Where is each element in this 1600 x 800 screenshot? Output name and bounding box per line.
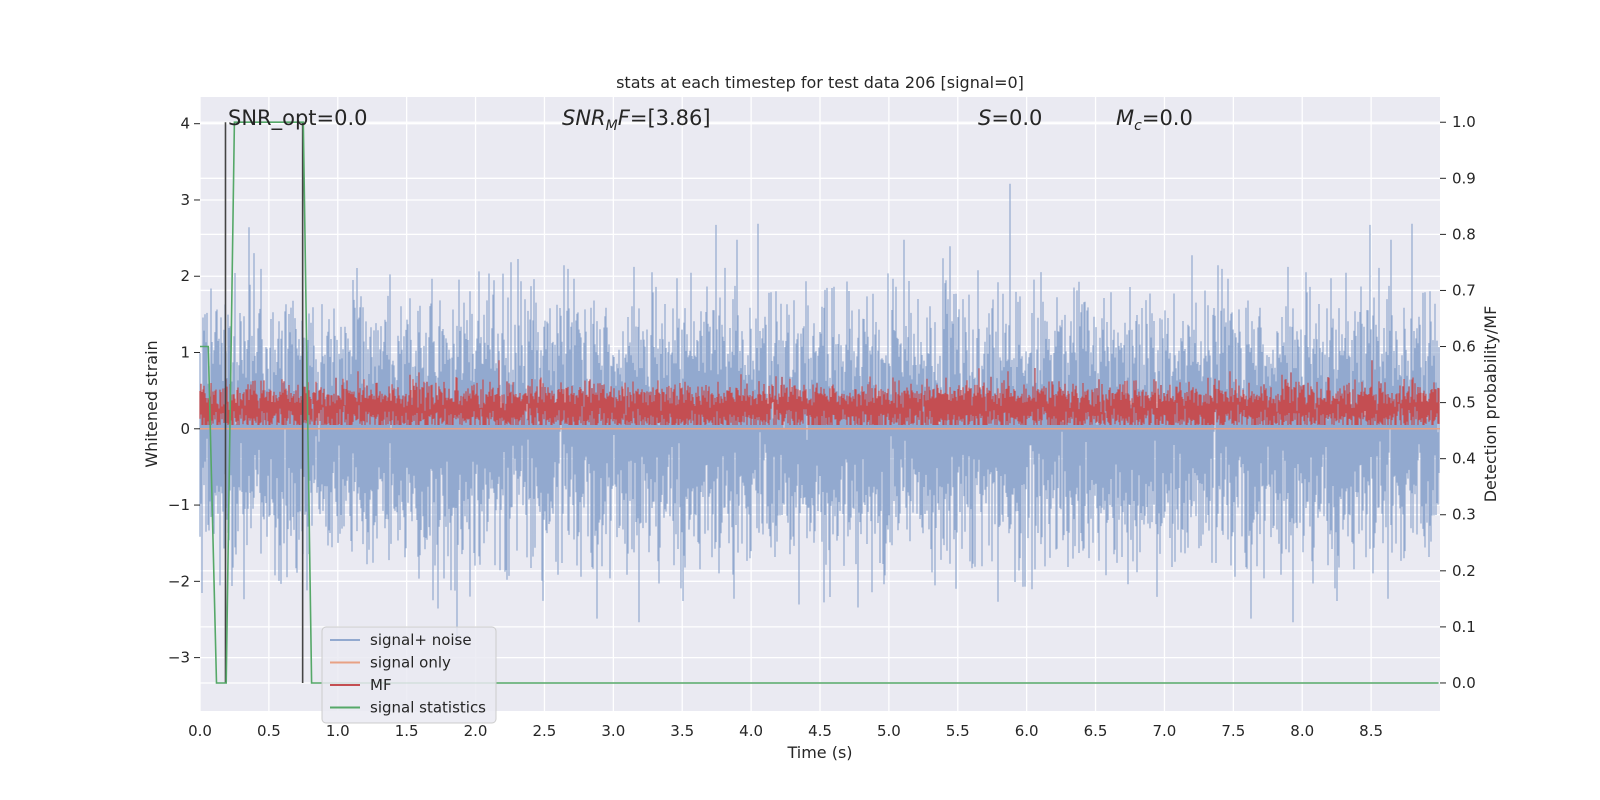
annotation-label: SNR_opt=0.0 [228,106,368,131]
y-axis-label-right: Detection probability/MF [1481,306,1500,503]
y-tick-label: 4 [180,115,190,133]
x-tick-label: 8.5 [1359,722,1383,740]
x-tick-label: 0.0 [188,722,212,740]
annotation-label: SNRMF=[3.86] [562,106,711,134]
y-right-tick-label: 0.8 [1452,225,1476,243]
x-tick-label: 6.0 [1015,722,1039,740]
x-tick-label: 4.0 [739,722,763,740]
traces [199,121,1440,684]
x-ticks: 0.0 0.5 1.0 1.5 2.0 2.5 3.0 3.5 4.0 4.5 5.0 5.5 6.0 6… [188,722,1383,740]
legend-label: signal only [370,654,451,672]
x-tick-label: 2.0 [464,722,488,740]
y-right-tick-label: 0.0 [1452,674,1476,692]
legend-label: signal statistics [370,699,486,717]
y-right-tick-label: 1.0 [1452,113,1476,131]
legend-label: signal+ noise [370,631,472,649]
y-right-tick-label: 0.9 [1452,169,1476,187]
y-axis-label: Whitened strain [142,340,161,467]
y-tick-label: −3 [168,649,190,667]
x-tick-label: 4.5 [808,722,832,740]
legend-label: MF [370,676,392,694]
y-right-tick-label: 0.2 [1452,562,1476,580]
signal-statistics-line [200,121,1439,684]
y-tick-label: 2 [180,267,190,285]
y-tick-label: 1 [180,344,190,362]
x-tick-label: 5.5 [946,722,970,740]
y-right-tick-label: 0.7 [1452,281,1476,299]
x-axis-label: Time (s) [786,743,852,762]
x-tick-label: 1.5 [395,722,419,740]
x-tick-label: 7.0 [1153,722,1177,740]
y-right-tick-label: 0.1 [1452,618,1476,636]
x-tick-label: 8.0 [1290,722,1314,740]
y-right-tick-label: 0.3 [1452,506,1476,524]
y-right-tick-label: 0.5 [1452,394,1476,412]
y-ticks: 4 3 2 1 0 −1 −2 −3 [168,115,200,667]
chart-title: stats at each timestep for test data 206… [616,73,1024,92]
y-right-tick-label: 0.4 [1452,450,1476,468]
y-ticks-right: 1.0 0.9 0.8 0.7 0.6 0.5 0.4 0.3 0.2 0.1 0.0 [1440,113,1476,692]
x-tick-label: 3.5 [670,722,694,740]
mf-line [199,360,1440,425]
annotations: SNR_opt=0.0 SNRMF=[3.86] S=0.0 Mc=0.0 [228,106,1193,134]
x-tick-label: 1.0 [326,722,350,740]
y-right-tick-label: 0.6 [1452,338,1476,356]
annotation-label: S=0.0 [978,106,1042,130]
x-tick-label: 6.5 [1084,722,1108,740]
x-tick-label: 0.5 [257,722,281,740]
y-tick-label: 0 [180,420,190,438]
y-tick-label: 3 [180,191,190,209]
legend: signal+ noise signal only MF signal statist… [321,626,497,724]
x-tick-label: 3.0 [601,722,625,740]
legend-box [321,626,497,724]
x-tick-label: 7.5 [1221,722,1245,740]
y-tick-label: −1 [168,496,190,514]
annotation-label: Mc=0.0 [1116,106,1193,134]
y-tick-label: −2 [168,572,190,590]
x-tick-label: 5.0 [877,722,901,740]
x-tick-label: 2.5 [533,722,557,740]
